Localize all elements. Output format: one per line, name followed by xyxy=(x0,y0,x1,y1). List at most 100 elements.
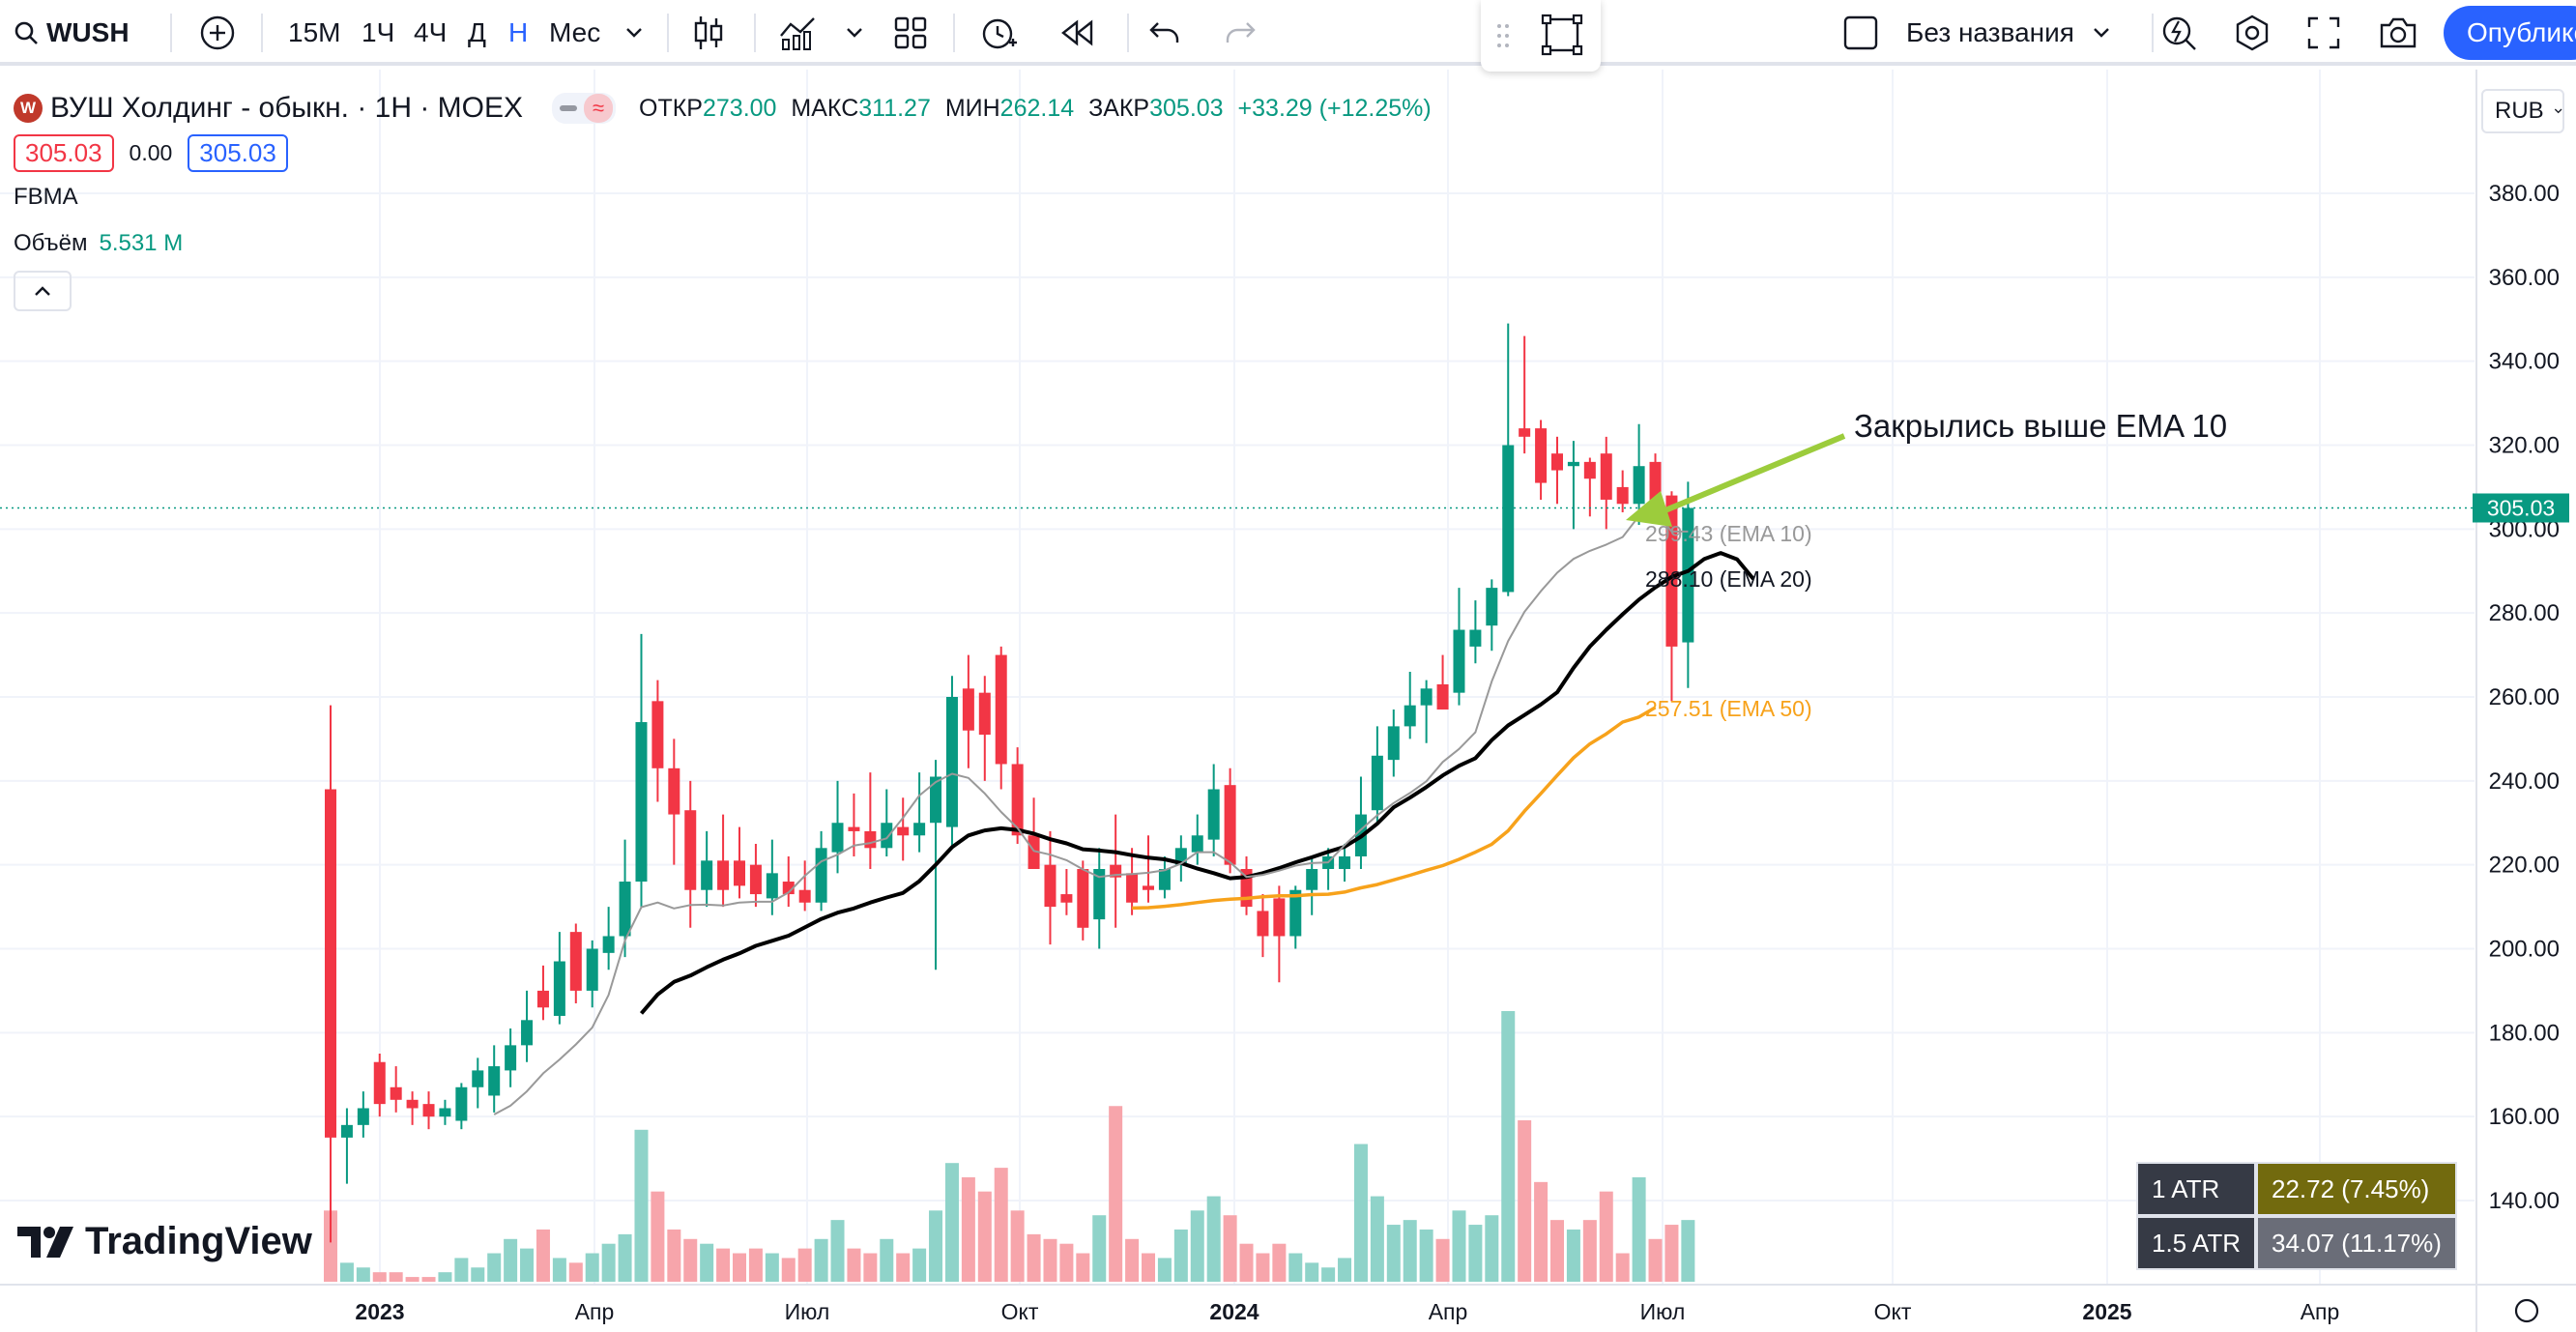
candle-body xyxy=(978,692,991,736)
candle-body xyxy=(619,882,631,937)
volume-bar xyxy=(535,1229,550,1282)
interval-label: Д xyxy=(468,17,486,47)
tradingview-logo[interactable]: TradingView xyxy=(17,1220,312,1263)
interval-dropdown[interactable] xyxy=(624,0,644,66)
indicator-fbma[interactable]: FBMA xyxy=(14,178,1432,217)
price-chart[interactable]: 140.00 160.00 180.00 200.00 220.00 240.00 260.… xyxy=(0,70,2576,1332)
volume-bar xyxy=(781,1258,796,1282)
undo-button[interactable] xyxy=(1148,0,1181,66)
templates-button[interactable] xyxy=(893,0,928,66)
candle-body xyxy=(1273,898,1286,937)
candles-icon xyxy=(694,16,723,49)
quick-search-button[interactable] xyxy=(2159,0,2198,66)
publish-button[interactable]: Опублико xyxy=(2444,6,2576,60)
candle-body xyxy=(913,823,926,836)
chevron-down-icon xyxy=(626,28,642,38)
volume-bar xyxy=(1435,1238,1450,1282)
buy-button[interactable]: 305.03 xyxy=(188,133,288,172)
volume-bar xyxy=(748,1248,763,1282)
chart-legend: W ВУШ Холдинг - обыкн. · 1Н · MOEX ≈ ОТК… xyxy=(14,89,1432,311)
layout-name-button[interactable]: Без названия xyxy=(1906,0,2111,66)
drawing-float-panel xyxy=(1481,0,1601,72)
rectangle-tool-icon[interactable] xyxy=(1541,14,1583,56)
interval-w[interactable]: Н xyxy=(508,0,528,66)
volume-bar xyxy=(520,1248,535,1282)
currency-select[interactable]: RUB xyxy=(2481,89,2564,133)
ema50-line xyxy=(1132,706,1657,911)
volume-bar xyxy=(1027,1233,1041,1282)
collapse-legend-button[interactable] xyxy=(14,271,72,311)
volume-bar xyxy=(1501,1011,1516,1282)
x-tick-label: 2024 xyxy=(1209,1299,1259,1324)
layout-grid-icon xyxy=(894,16,927,49)
open-value: 273.00 xyxy=(702,94,777,122)
interval-4h[interactable]: 4Ч xyxy=(414,0,447,66)
visibility-toggle[interactable]: ≈ xyxy=(552,93,617,124)
currency-label: RUB xyxy=(2495,98,2544,124)
indicators-button[interactable] xyxy=(779,0,818,66)
redo-button[interactable] xyxy=(1224,0,1257,66)
interval-d[interactable]: Д xyxy=(468,0,486,66)
settings-button[interactable] xyxy=(2233,0,2272,66)
interval-1h[interactable]: 1Ч xyxy=(362,0,394,66)
volume-bar xyxy=(1239,1243,1254,1282)
compare-button[interactable] xyxy=(199,0,236,66)
ema20-line xyxy=(639,551,1755,1015)
y-tick-label: 380.00 xyxy=(2489,181,2560,207)
candle-body xyxy=(1158,869,1171,890)
indicator-label: FBMA xyxy=(14,184,78,210)
volume-bar xyxy=(421,1277,436,1282)
candle-body xyxy=(1633,466,1645,505)
publish-label: Опублико xyxy=(2467,17,2576,47)
layout-checkbox[interactable] xyxy=(1842,0,1879,66)
gear-icon xyxy=(2236,14,2269,51)
candle-body xyxy=(831,823,844,853)
volume-bar xyxy=(1632,1176,1646,1282)
candle-body xyxy=(325,789,336,1138)
axis-settings-icon[interactable] xyxy=(2514,1298,2539,1323)
candle-body xyxy=(1339,855,1351,870)
atr-label: 1.5 ATR xyxy=(2136,1216,2257,1270)
candle-body xyxy=(1535,428,1548,483)
candle-body xyxy=(373,1061,386,1105)
alert-button[interactable] xyxy=(980,0,1019,66)
candles[interactable] xyxy=(325,323,1694,1243)
candle-body xyxy=(1371,755,1383,811)
last-price-badge xyxy=(2473,493,2569,523)
sell-button[interactable]: 305.03 xyxy=(14,133,114,172)
rewind-icon xyxy=(1061,19,1093,46)
candle-body xyxy=(1519,428,1531,437)
snapshot-button[interactable] xyxy=(2378,0,2418,66)
arrow-shaft xyxy=(1659,433,1846,515)
indicators-dropdown[interactable] xyxy=(845,0,864,66)
volume-bar xyxy=(1550,1220,1564,1282)
candle-body xyxy=(1469,629,1482,647)
annotation-text[interactable]: Закрылись выше EMA 10 xyxy=(1854,408,2227,444)
candle-body xyxy=(586,948,598,991)
candle-body xyxy=(1289,889,1302,937)
volume-bar xyxy=(651,1191,665,1282)
symbol-search[interactable]: WUSH xyxy=(14,0,130,66)
price-axis[interactable]: 140.00 160.00 180.00 200.00 220.00 240.00 260.… xyxy=(0,70,2569,1332)
symbol-legend[interactable]: W ВУШ Холдинг - обыкн. · 1Н · MOEX ≈ ОТК… xyxy=(14,89,1432,128)
volume-bar xyxy=(1305,1262,1319,1282)
volume-bar xyxy=(1353,1144,1368,1282)
candle-body xyxy=(340,1124,353,1138)
ema-lines xyxy=(493,510,1755,1115)
y-tick-label: 200.00 xyxy=(2489,937,2560,963)
candle-body xyxy=(962,688,974,731)
drag-handle-icon[interactable] xyxy=(1496,23,1510,48)
annotation-arrow[interactable] xyxy=(1626,433,1846,527)
candle-body xyxy=(1551,453,1563,471)
interval-15m[interactable]: 15М xyxy=(288,0,340,66)
candle-body xyxy=(455,1086,468,1121)
volume-bar xyxy=(1321,1267,1336,1282)
replay-button[interactable] xyxy=(1059,0,1094,66)
fullscreen-button[interactable] xyxy=(2306,0,2341,66)
volume-legend[interactable]: Объём 5.531 M xyxy=(14,224,1432,263)
candle-body xyxy=(864,830,877,849)
time-axis[interactable]: 2023 Апр Июл Окт 2024 Апр Июл Окт 2025 Апр xyxy=(0,1284,2576,1324)
chart-type-button[interactable] xyxy=(692,0,725,66)
volume-bar xyxy=(929,1210,943,1282)
interval-mo[interactable]: Мес xyxy=(549,0,600,66)
